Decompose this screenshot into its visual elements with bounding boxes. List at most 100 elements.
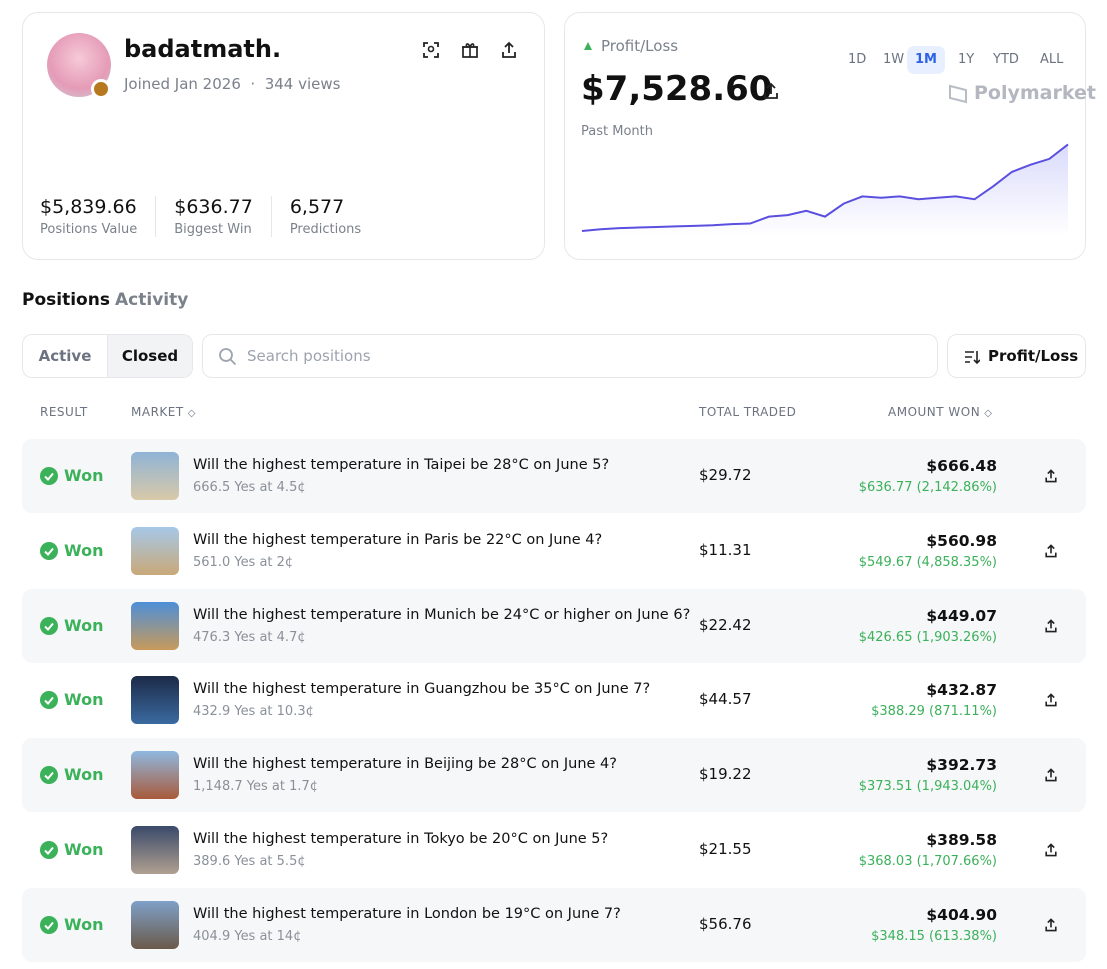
range-button[interactable]: 1M: [907, 46, 945, 74]
amount-won: $560.98: [926, 531, 997, 550]
column-header: MARKET ◇: [131, 405, 196, 419]
brand-logo: [949, 84, 967, 104]
profit: $388.29 (871.11%): [871, 704, 997, 720]
brand: Polymarket: [974, 82, 1096, 104]
market-title: Will the highest temperature in Munich b…: [193, 606, 691, 623]
amount-won: $432.87: [926, 681, 997, 700]
column-label: AMOUNT WON: [888, 405, 981, 419]
won-circle: [40, 766, 58, 785]
range-button[interactable]: ALL: [1040, 52, 1064, 67]
market-thumbnail: [131, 900, 179, 949]
amount-won: $666.48: [926, 457, 997, 475]
row-share-button[interactable]: [1043, 468, 1059, 484]
stat-label: Positions Value: [40, 222, 138, 237]
won-circle: [40, 541, 58, 560]
tab[interactable]: Positions: [22, 290, 110, 310]
sort-indicator: ◇: [187, 408, 196, 419]
sort-button[interactable]: Profit/Loss: [947, 334, 1086, 378]
row-share-button[interactable]: [1043, 543, 1059, 559]
won-icon: [40, 541, 58, 560]
badge: [91, 79, 111, 99]
column-header: AMOUNT WON ◇: [888, 405, 992, 419]
won-icon: [40, 467, 58, 485]
search-placeholder: Search positions: [247, 347, 371, 365]
result: Won: [64, 840, 104, 859]
won-check: [44, 846, 54, 855]
share-glyph: [1045, 768, 1057, 782]
pnl-amount: $7,528.60: [581, 69, 773, 109]
won-circle: [40, 616, 58, 635]
profit: $348.15 (613.38%): [871, 928, 997, 944]
row-share-button[interactable]: [1043, 842, 1059, 858]
filter-button[interactable]: Active: [38, 347, 92, 365]
pnl-share[interactable]: [761, 81, 781, 101]
market-title: Will the highest temperature in Tokyo be…: [193, 831, 609, 847]
amount-won: $392.73: [926, 756, 997, 775]
sort-icon: [965, 351, 980, 365]
pnl-card: Profit/Loss 1D 1W 1M 1Y YTD ALL $7,528.60 Pol…: [564, 12, 1096, 260]
position-row[interactable]: Won Will the highest temperature in Londo…: [22, 887, 1086, 962]
gift-button[interactable]: [460, 40, 480, 60]
position-row[interactable]: Won Will the highest temperature in Beiji…: [22, 738, 1086, 813]
row-share-button[interactable]: [1043, 917, 1059, 933]
won-icon: [40, 616, 58, 635]
market-thumbnail: [131, 751, 179, 800]
market-title: Will the highest temperature in Beijing …: [193, 756, 617, 773]
pnl-area: [582, 144, 1068, 236]
result: Won: [64, 690, 104, 710]
amount-won: $449.07: [926, 606, 997, 625]
column-header: TOTAL TRADED: [699, 405, 796, 419]
market-thumbnail: [131, 601, 179, 650]
pnl-label: Profit/Loss: [601, 37, 679, 55]
range-button[interactable]: 1Y: [958, 52, 975, 67]
joined: Joined Jan 2026 · 344 views: [124, 75, 341, 93]
total-traded: $29.72: [699, 466, 752, 484]
market-detail: 404.9 Yes at 14¢: [193, 928, 302, 944]
won-check: [44, 622, 54, 631]
market-thumbnail: [131, 826, 179, 874]
filter-button[interactable]: Closed: [107, 335, 192, 377]
position-row[interactable]: Won Will the highest temperature in Guang…: [22, 663, 1086, 737]
market-thumbnail: [131, 676, 179, 725]
pnl-line: [581, 143, 1069, 232]
row-share-button[interactable]: [1043, 618, 1059, 634]
position-row[interactable]: Won Will the highest temperature in Paris…: [22, 514, 1086, 588]
won-check: [44, 697, 54, 706]
stats: $5,839.66 Positions Value $636.77 Biggest W…: [40, 196, 379, 237]
position-row[interactable]: Won Will the highest temperature in Tokyo…: [22, 813, 1086, 887]
views: 344 views: [264, 75, 341, 93]
share-glyph: [1045, 544, 1057, 558]
won-icon: [40, 915, 58, 934]
stat-label: Biggest Win: [174, 222, 252, 237]
result: Won: [64, 615, 104, 635]
column-label: RESULT: [40, 405, 88, 419]
stat: 6,577 Predictions: [272, 196, 379, 237]
won-check: [44, 547, 54, 556]
period: Past Month: [581, 124, 653, 139]
market-thumbnail: [131, 452, 179, 500]
range-button[interactable]: 1D: [848, 52, 867, 67]
share-glyph: [1045, 843, 1057, 857]
search-box[interactable]: Search positions: [202, 334, 938, 378]
position-row[interactable]: Won Will the highest temperature in Taipe…: [22, 439, 1086, 513]
scan-button[interactable]: [421, 40, 441, 60]
total-traded: $56.76: [699, 914, 752, 933]
tab[interactable]: Activity: [115, 290, 189, 310]
row-share-button[interactable]: [1043, 767, 1059, 783]
row-share-button[interactable]: [1043, 692, 1059, 708]
filter-toggle: Active Closed: [22, 334, 193, 378]
search-icon: [219, 348, 237, 366]
range-button[interactable]: 1W: [883, 52, 905, 67]
total-traded: $19.22: [699, 765, 752, 784]
total-traded: $22.42: [699, 615, 752, 634]
column-label: MARKET: [131, 405, 184, 419]
column-header: RESULT: [40, 405, 88, 419]
stat-label: Predictions: [289, 222, 362, 237]
share-button[interactable]: [499, 40, 519, 60]
market-detail: 432.9 Yes at 10.3¢: [193, 704, 314, 720]
sort-indicator: ◇: [984, 408, 993, 419]
total-traded: $21.55: [699, 840, 752, 858]
position-row[interactable]: Won Will the highest temperature in Munic…: [22, 588, 1086, 663]
share-glyph: [1045, 618, 1057, 632]
range-button[interactable]: YTD: [993, 52, 1019, 67]
